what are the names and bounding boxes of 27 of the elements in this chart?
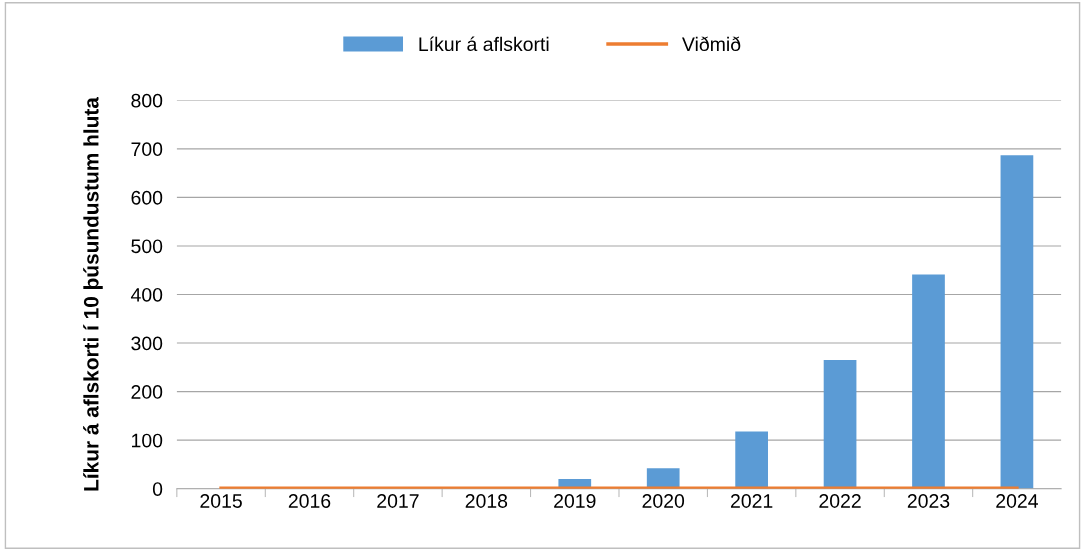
legend-label: Viðmið (682, 36, 741, 52)
x-tick-label: 2024 (996, 494, 1038, 508)
x-tick-label: 2023 (907, 494, 950, 508)
y-tick-label: 700 (131, 142, 163, 157)
x-tick-label: 2021 (730, 494, 773, 508)
x-tick-label: 2016 (288, 494, 331, 508)
x-tick-label: 2022 (819, 494, 861, 508)
x-tick-label: 2020 (642, 494, 685, 508)
bar (912, 274, 945, 489)
y-tick-label: 0 (152, 482, 163, 496)
bar (735, 431, 768, 489)
legend-label: Líkur á aflskorti (419, 36, 549, 52)
y-tick-label: 400 (130, 287, 163, 302)
y-tick-label: 300 (131, 336, 163, 351)
x-tick-label: 2015 (200, 494, 242, 508)
y-tick-label: 100 (132, 433, 163, 448)
bar (646, 468, 680, 489)
x-tick-label: 2017 (377, 494, 419, 508)
bar (1000, 155, 1034, 489)
bar (823, 360, 857, 489)
y-tick-label: 200 (131, 385, 163, 399)
y-tick-label: 500 (131, 239, 163, 254)
x-tick-label: 2019 (554, 494, 596, 508)
y-axis-title: Líkur á aflskorti í 10 þúsundustum hluta (83, 96, 103, 491)
y-tick-label: 800 (131, 93, 163, 108)
y-tick-label: 600 (131, 190, 163, 205)
x-tick-label: 2018 (465, 494, 508, 508)
